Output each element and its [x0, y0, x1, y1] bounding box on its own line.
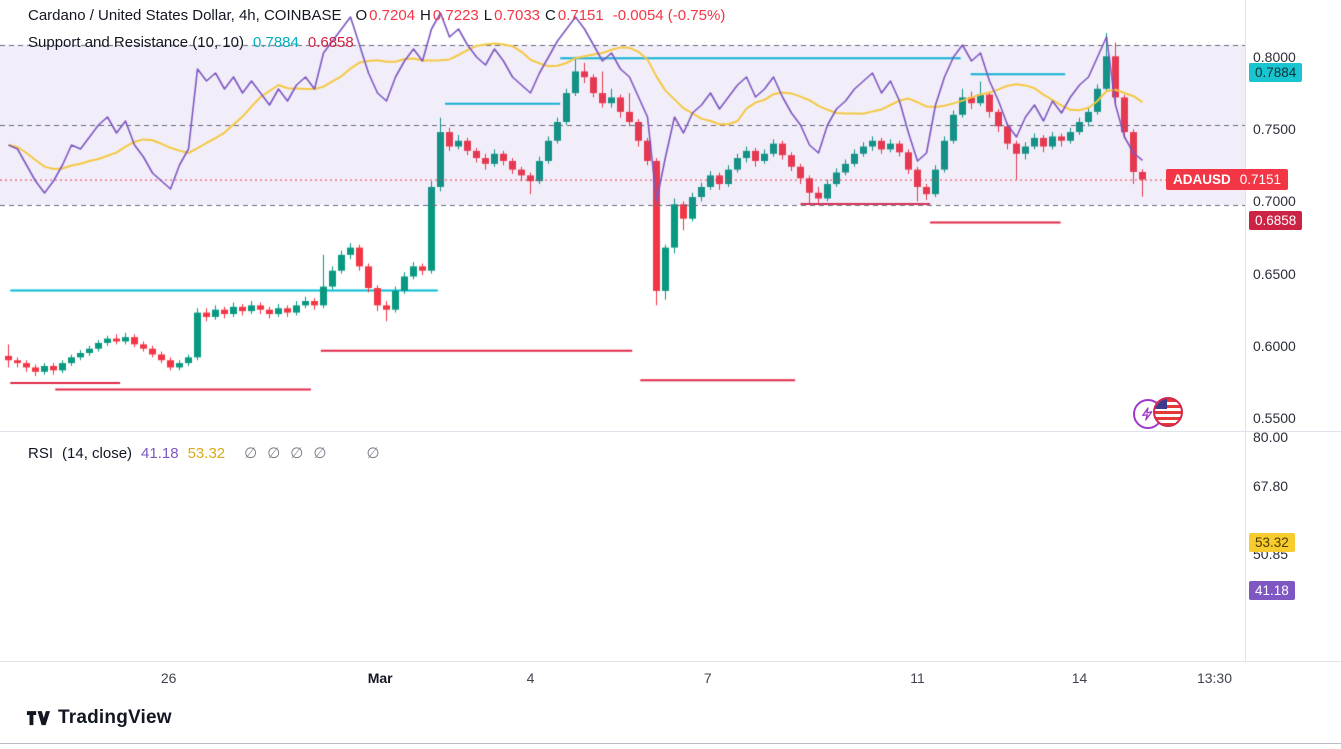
time-axis[interactable]: 26 Mar 4 7 11 14 13:30	[0, 662, 1341, 700]
rsi-empty-1: ∅	[267, 445, 281, 462]
price-tick-0.6500: 0.6500	[1253, 265, 1296, 282]
rsi-empty-2: ∅	[290, 445, 304, 462]
ohlc-values: O 0.7204 H 0.7223 L 0.7033 C 0.7151	[350, 7, 603, 24]
rsi-legend-value: 41.18	[141, 445, 179, 462]
sr-indicator-legend[interactable]: Support and Resistance (10, 10) 0.7884 0…	[28, 34, 354, 51]
symbol-legend[interactable]: Cardano / United States Dollar, 4h, COIN…	[28, 7, 725, 24]
rsi-empty-values: ∅ ∅ ∅ ∅ ∅	[234, 444, 379, 462]
price-tick-0.7000: 0.7000	[1253, 193, 1296, 210]
price-axis-border	[1245, 0, 1246, 700]
ohlc-value-l: 0.7033	[494, 7, 541, 24]
rsi-value-badge: 41.18	[1249, 581, 1295, 601]
bottom-rule	[0, 743, 1341, 744]
last-price-value: 0.7151	[1239, 171, 1282, 187]
ohlc-label-h: H	[420, 7, 431, 24]
time-label-11: 11	[910, 670, 925, 686]
price-axis[interactable]: 0.8000 0.7500 0.7000 0.6500 0.6000 0.5500 0.78…	[1166, 0, 1341, 431]
tradingview-logo-icon	[26, 710, 50, 725]
rsi-empty-0: ∅	[244, 445, 258, 462]
rsi-ma-badge: 53.32	[1249, 532, 1295, 552]
rsi-empty-far: ∅	[366, 445, 380, 462]
price-tick-0.7500: 0.7500	[1253, 121, 1296, 138]
rsi-axis[interactable]: 80.00 67.80 50.85 53.32 41.18	[1246, 429, 1341, 661]
tradingview-attribution[interactable]: TradingView	[26, 707, 172, 729]
watermark-icon	[1133, 396, 1185, 430]
sr-resistance-value: 0.7884	[252, 34, 299, 51]
time-label-7: 7	[703, 670, 712, 686]
sr-indicator-title: Support and Resistance (10, 10)	[28, 34, 244, 51]
change-value: -0.0054 (-0.75%)	[612, 7, 726, 24]
support-price-badge: 0.6858	[1249, 210, 1303, 230]
rsi-indicator-legend[interactable]: RSI (14, close) 41.18 53.32 ∅ ∅ ∅ ∅ ∅	[28, 444, 380, 462]
time-label-26: 26	[160, 670, 177, 686]
last-price-symbol: ADAUSD	[1173, 171, 1231, 187]
ohlc-value-h: 0.7223	[432, 7, 479, 24]
rsi-indicator-title: RSI	[28, 445, 54, 462]
us-flag-canton	[1155, 399, 1167, 409]
time-label-Mar: Mar	[367, 670, 393, 686]
time-label-4: 4	[526, 670, 535, 686]
price-tick-0.6000: 0.6000	[1253, 337, 1296, 354]
pane-separator[interactable]	[0, 431, 1341, 432]
ohlc-value-o: 0.7204	[369, 7, 416, 24]
time-label-14: 14	[1071, 670, 1088, 686]
ohlc-label-c: C	[545, 7, 556, 24]
rsi-tick-67.80: 67.80	[1253, 477, 1289, 494]
last-price-badge: ADAUSD 0.7151	[1166, 168, 1289, 190]
rsi-tick-80.00: 80.00	[1253, 429, 1289, 445]
time-label-1330: 13:30	[1196, 670, 1233, 686]
sr-support-value: 0.6858	[307, 34, 354, 51]
rsi-chart-canvas[interactable]	[0, 0, 1245, 229]
rsi-ma-legend-value: 53.32	[187, 445, 226, 462]
ohlc-label-o: O	[355, 7, 368, 24]
rsi-empty-3: ∅	[313, 445, 327, 462]
time-axis-border	[0, 661, 1341, 662]
price-tick-0.8000: 0.8000	[1253, 49, 1296, 65]
us-flag-icon	[1153, 397, 1183, 427]
ohlc-value-c: 0.7151	[557, 7, 604, 24]
tradingview-wordmark: TradingView	[58, 707, 172, 728]
resistance-price-badge: 0.7884	[1249, 62, 1303, 82]
symbol-title: Cardano / United States Dollar, 4h, COIN…	[28, 7, 342, 24]
price-tick-0.5500: 0.5500	[1253, 410, 1296, 426]
ohlc-label-l: L	[483, 7, 493, 24]
rsi-indicator-params: (14, close)	[62, 445, 133, 462]
